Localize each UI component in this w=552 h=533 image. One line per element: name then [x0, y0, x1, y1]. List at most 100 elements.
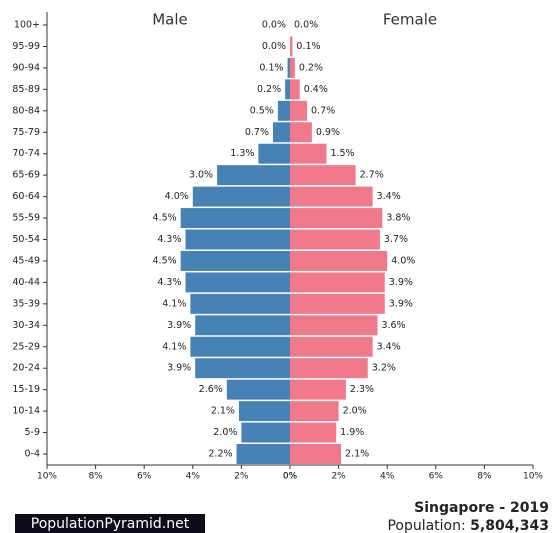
bar — [290, 143, 327, 164]
y-tick-label: 30-34 — [12, 320, 40, 331]
value-label: 3.7% — [384, 234, 408, 245]
value-label: 0.9% — [316, 127, 340, 138]
bar — [290, 444, 342, 464]
value-label: 4.1% — [162, 341, 186, 352]
bar — [241, 422, 290, 443]
value-label: 2.0% — [343, 406, 367, 417]
bar — [290, 229, 380, 250]
bar — [290, 165, 356, 186]
value-label: 3.0% — [189, 170, 213, 181]
value-label: 2.2% — [208, 449, 232, 460]
value-label: 3.4% — [377, 341, 401, 352]
x-tick-label: 4% — [380, 472, 395, 482]
value-label: 4.0% — [391, 255, 415, 266]
y-tick-label: 80-84 — [12, 105, 40, 116]
value-label: 4.3% — [157, 234, 181, 245]
y-tick-label: 95-99 — [12, 41, 40, 52]
bar — [290, 293, 385, 314]
value-label: 3.9% — [167, 320, 191, 331]
value-label: 1.3% — [230, 148, 254, 159]
y-tick-label: 50-54 — [12, 234, 40, 245]
bar — [290, 336, 373, 357]
value-label: 4.5% — [153, 255, 177, 266]
x-tick-label: 4% — [186, 472, 201, 482]
value-label: 0.1% — [296, 41, 320, 52]
bar — [290, 186, 373, 207]
x-tick-label: 6% — [429, 472, 444, 482]
bar — [290, 379, 346, 400]
bar — [290, 36, 293, 57]
y-tick-label: 40-44 — [12, 277, 40, 288]
value-label: 2.1% — [345, 449, 369, 460]
value-label: 4.5% — [153, 213, 177, 224]
value-label: 2.0% — [213, 427, 237, 438]
bar — [290, 272, 385, 293]
bar — [190, 336, 290, 357]
value-label: 0.7% — [245, 127, 269, 138]
y-tick-label: 25-29 — [12, 341, 40, 352]
value-label: 2.6% — [199, 384, 223, 395]
y-tick-label: 100+ — [14, 20, 40, 31]
legend-label: Female — [383, 11, 437, 29]
value-label: 4.0% — [165, 191, 189, 202]
bar — [285, 79, 290, 100]
subtitle: Population: 5,804,343 — [387, 518, 549, 533]
value-label: 0.2% — [257, 84, 281, 95]
value-label: 4.1% — [162, 298, 186, 309]
value-label: 0.0% — [262, 20, 286, 31]
bar — [290, 358, 368, 379]
bar — [217, 165, 290, 186]
bar — [236, 444, 290, 464]
y-tick-label: 75-79 — [12, 127, 40, 138]
bar — [290, 100, 308, 121]
bar — [272, 122, 290, 143]
y-tick-label: 70-74 — [12, 148, 40, 159]
chart-title: Singapore - 2019 — [414, 500, 549, 516]
value-label: 3.9% — [167, 363, 191, 374]
x-tick-label: 0% — [283, 472, 298, 482]
value-label: 1.5% — [330, 148, 354, 159]
bar — [192, 186, 290, 207]
value-label: 2.1% — [211, 406, 235, 417]
bar — [258, 143, 290, 164]
value-label: 0.0% — [262, 41, 286, 52]
source-badge — [15, 514, 205, 533]
source: PopulationPyramid.net — [31, 516, 190, 532]
y-tick-label: 5-9 — [24, 427, 40, 438]
bar — [180, 250, 290, 271]
value-label: 0.0% — [294, 20, 318, 31]
value-label: 3.4% — [377, 191, 401, 202]
bar — [180, 208, 290, 229]
value-label: 0.1% — [259, 62, 283, 73]
bar — [290, 315, 378, 336]
bar — [290, 208, 383, 229]
bar — [290, 250, 388, 271]
bar — [290, 57, 295, 78]
bar — [226, 379, 290, 400]
value-label: 4.3% — [157, 277, 181, 288]
value-label: 0.2% — [299, 62, 323, 73]
bar — [277, 100, 290, 121]
value-label: 3.9% — [389, 277, 413, 288]
bar — [195, 358, 290, 379]
y-tick-label: 85-89 — [12, 84, 40, 95]
bar — [287, 57, 290, 78]
legend-label: Male — [152, 11, 188, 29]
bar — [195, 315, 290, 336]
value-label: 0.7% — [311, 105, 335, 116]
x-tick-label: 6% — [137, 472, 152, 482]
x-tick-label: 0% — [283, 472, 298, 482]
y-tick-label: 0-4 — [24, 449, 40, 460]
y-tick-label: 65-69 — [12, 170, 40, 181]
bar — [290, 401, 339, 422]
x-tick-label: 10% — [523, 472, 543, 482]
y-tick-label: 90-94 — [12, 62, 40, 73]
value-label: 3.6% — [381, 320, 405, 331]
value-label: 3.2% — [372, 363, 396, 374]
bar — [290, 422, 337, 443]
bar — [290, 122, 312, 143]
value-label: 2.7% — [360, 170, 384, 181]
y-tick-label: 10-14 — [12, 406, 40, 417]
